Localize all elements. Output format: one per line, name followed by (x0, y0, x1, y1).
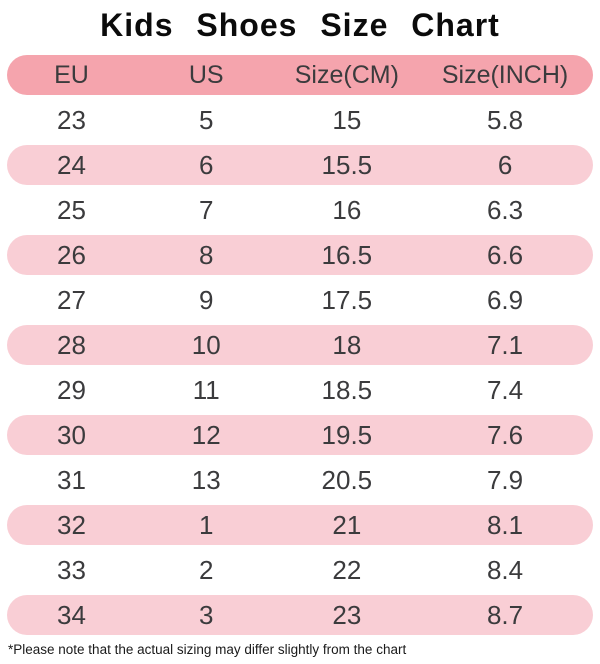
table-cell: 30 (56, 419, 86, 450)
table-cell: 28 (56, 329, 86, 360)
footnote: *Please note that the actual sizing may … (8, 642, 407, 657)
table-cell: 21 (332, 509, 362, 540)
table-cell: 7.4 (486, 374, 524, 405)
table-cell: 5.8 (486, 104, 524, 135)
table-header-row: EU US Size(CM) Size(INCH) (7, 55, 593, 95)
table-row: 31 13 20.5 7.9 (7, 460, 593, 500)
table-cell: 3 (198, 599, 214, 630)
table-cell: 6 (198, 149, 214, 180)
table-row: 32 1 21 8.1 (7, 505, 593, 545)
table-body: 23 5 15 5.8 24 6 15.5 6 25 7 16 6.3 26 8 16.5 6.6 27 9 17.… (7, 100, 593, 635)
column-header-eu: EU (54, 60, 89, 89)
table-cell: 6.9 (486, 284, 524, 315)
table-cell: 23 (56, 104, 86, 135)
table-row: 24 6 15.5 6 (7, 145, 593, 185)
table-cell: 5 (198, 104, 214, 135)
table-cell: 6 (497, 149, 513, 180)
table-cell: 7.9 (486, 464, 524, 495)
table-cell: 26 (56, 239, 86, 270)
column-header-us: US (188, 60, 224, 89)
table-cell: 6.3 (486, 194, 524, 225)
table-cell: 8 (198, 239, 214, 270)
table-cell: 7.6 (486, 419, 524, 450)
column-header-cm: Size(CM) (294, 60, 399, 89)
table-cell: 6.6 (486, 239, 524, 270)
table-cell: 9 (198, 284, 214, 315)
table-cell: 18.5 (321, 374, 373, 405)
table-cell: 24 (56, 149, 86, 180)
table-cell: 8.7 (486, 599, 524, 630)
table-cell: 11 (192, 374, 220, 405)
table-cell: 29 (56, 374, 86, 405)
table-cell: 25 (56, 194, 86, 225)
table-cell: 2 (198, 554, 214, 585)
table-cell: 12 (191, 419, 221, 450)
table-row: 25 7 16 6.3 (7, 190, 593, 230)
table-cell: 7.1 (486, 329, 524, 360)
table-cell: 19.5 (321, 419, 373, 450)
table-row: 30 12 19.5 7.6 (7, 415, 593, 455)
table-cell: 8.1 (486, 509, 524, 540)
size-table: EU US Size(CM) Size(INCH) 23 5 15 5.8 24 6 15.… (7, 55, 593, 635)
table-row: 29 11 18.5 7.4 (7, 370, 593, 410)
table-cell: 7 (198, 194, 214, 225)
table-cell: 33 (56, 554, 86, 585)
table-cell: 16.5 (321, 239, 373, 270)
table-cell: 32 (56, 509, 86, 540)
table-cell: 34 (56, 599, 86, 630)
table-cell: 18 (332, 329, 362, 360)
table-cell: 15 (332, 104, 362, 135)
table-cell: 22 (332, 554, 362, 585)
table-cell: 31 (56, 464, 86, 495)
table-cell: 16 (332, 194, 362, 225)
table-cell: 1 (198, 509, 214, 540)
table-row: 28 10 18 7.1 (7, 325, 593, 365)
table-cell: 23 (332, 599, 362, 630)
table-cell: 27 (56, 284, 86, 315)
table-cell: 10 (191, 329, 221, 360)
page-title: Kids Shoes Size Chart (100, 7, 500, 43)
table-row: 33 2 22 8.4 (7, 550, 593, 590)
table-cell: 13 (191, 464, 221, 495)
table-row: 34 3 23 8.7 (7, 595, 593, 635)
table-cell: 20.5 (321, 464, 373, 495)
column-header-inch: Size(INCH) (441, 60, 569, 89)
table-row: 26 8 16.5 6.6 (7, 235, 593, 275)
table-cell: 17.5 (321, 284, 373, 315)
table-row: 23 5 15 5.8 (7, 100, 593, 140)
table-cell: 15.5 (321, 149, 373, 180)
table-row: 27 9 17.5 6.9 (7, 280, 593, 320)
table-cell: 8.4 (486, 554, 524, 585)
